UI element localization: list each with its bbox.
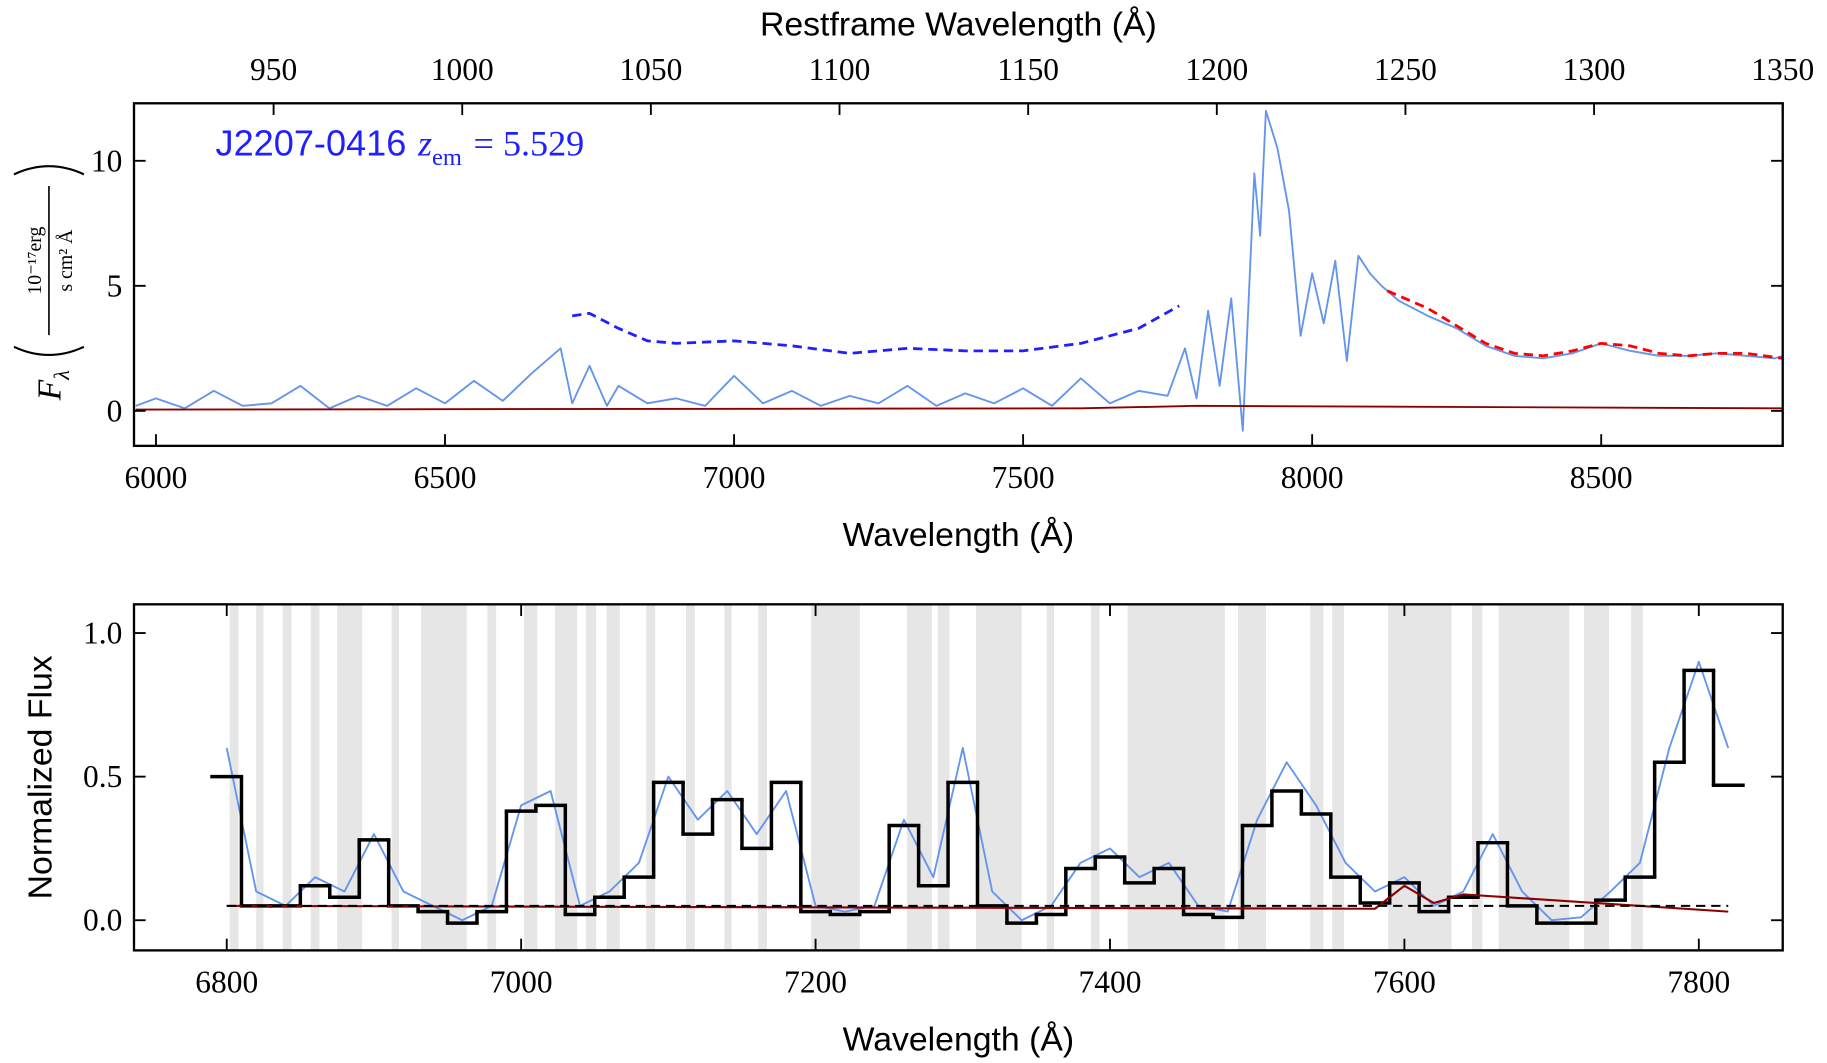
y-tick-label: 10 [91, 143, 122, 178]
x-tick-label: 6500 [414, 460, 477, 495]
shaded-region [1310, 604, 1324, 951]
shaded-region [282, 604, 292, 951]
shaded-region [811, 604, 860, 951]
spectrum-line [135, 404, 1783, 411]
shaded-region [937, 604, 950, 951]
y-tick-label: 5 [107, 268, 123, 303]
annotation: J2207-0416 zem = 5.529 [216, 123, 585, 171]
shaded-region [606, 604, 620, 951]
shaded-region [1090, 604, 1100, 951]
shaded-region [310, 604, 320, 951]
shaded-region [758, 604, 767, 951]
shaded-region [524, 604, 538, 951]
shaded-region [646, 604, 656, 951]
y-tick-label: 1.0 [83, 616, 122, 651]
y-label-symbol: Fλ [32, 370, 74, 402]
shaded-region [906, 604, 932, 951]
x-tick-label: 6800 [195, 964, 258, 999]
shaded-region [391, 604, 399, 951]
shaded-region [724, 604, 732, 951]
x2-axis-label: Restframe Wavelength (Å) [760, 6, 1157, 44]
shaded-region [686, 604, 695, 951]
plot-area [135, 109, 1783, 432]
y-label-sub: λ [49, 370, 74, 381]
step-connector [239, 670, 1716, 924]
axes-frame [132, 102, 1784, 448]
x2-tick-label: 1350 [1751, 52, 1814, 87]
paren [13, 345, 85, 356]
x-tick-label: 7000 [703, 460, 766, 495]
y-tick-label: 0.5 [83, 759, 122, 794]
plot-area [210, 604, 1745, 951]
shaded-region [585, 604, 597, 951]
shaded-region [1332, 604, 1345, 951]
shaded-region [421, 604, 467, 951]
shaded-region [1583, 604, 1610, 951]
shaded-region [1472, 604, 1483, 951]
x2-tick-label: 1300 [1563, 52, 1626, 87]
x-tick-label: 7200 [784, 964, 847, 999]
y-label-denominator: s cm² Å [55, 229, 77, 292]
paren [13, 165, 85, 176]
annotation-symbol: z [417, 124, 432, 164]
shaded-region [256, 604, 264, 951]
shaded-region [1631, 604, 1643, 951]
annotation-name: J2207-0416 [216, 123, 407, 164]
x-tick-label: 7600 [1373, 964, 1436, 999]
shaded-region [555, 604, 578, 951]
x-tick-label: 7800 [1667, 964, 1730, 999]
x-tick-label: 6000 [125, 460, 188, 495]
x2-tick-label: 950 [250, 52, 297, 87]
shaded-region [1498, 604, 1570, 951]
y-label-numerator: 10⁻¹⁷erg [24, 226, 46, 294]
x-tick-label: 7400 [1079, 964, 1142, 999]
annotation-value: = 5.529 [474, 124, 585, 164]
y-axis-label: Normalized Flux [21, 655, 59, 899]
axes-frame [132, 603, 1784, 952]
y-tick-label: 0 [107, 393, 123, 428]
x-tick-label: 7500 [992, 460, 1055, 495]
x2-tick-label: 1250 [1374, 52, 1437, 87]
spectrum-line [1386, 289, 1783, 360]
x-axis-label: Wavelength (Å) [843, 516, 1075, 554]
x2-tick-label: 1200 [1185, 52, 1248, 87]
spectrum-line [135, 109, 1783, 432]
panel: 6800 7000 7200 7400 7600 7800 0.0 0.5 1.0 Wavelen… [21, 603, 1784, 1059]
spectrum-line [571, 304, 1180, 355]
shaded-region [1046, 604, 1055, 951]
y-axis-label: Fλ 10⁻¹⁷erg s cm² Å [13, 165, 85, 402]
y-label-symbol-text: F [32, 379, 69, 401]
x2-tick-label: 1050 [619, 52, 682, 87]
x-tick-label: 8000 [1281, 460, 1344, 495]
shaded-region [976, 604, 1022, 951]
x2-tick-label: 1100 [809, 52, 871, 87]
annotation-sub: em [432, 144, 462, 171]
x-tick-label: 7000 [490, 964, 553, 999]
x-tick-label: 8500 [1570, 460, 1633, 495]
x-axis-label: Wavelength (Å) [843, 1021, 1075, 1059]
shaded-region [487, 604, 497, 951]
x2-tick-label: 1000 [431, 52, 494, 87]
x2-tick-label: 1150 [997, 52, 1059, 87]
y-tick-label: 0.0 [83, 903, 122, 938]
shaded-region [1127, 604, 1225, 951]
spectrum-line [226, 884, 1729, 913]
